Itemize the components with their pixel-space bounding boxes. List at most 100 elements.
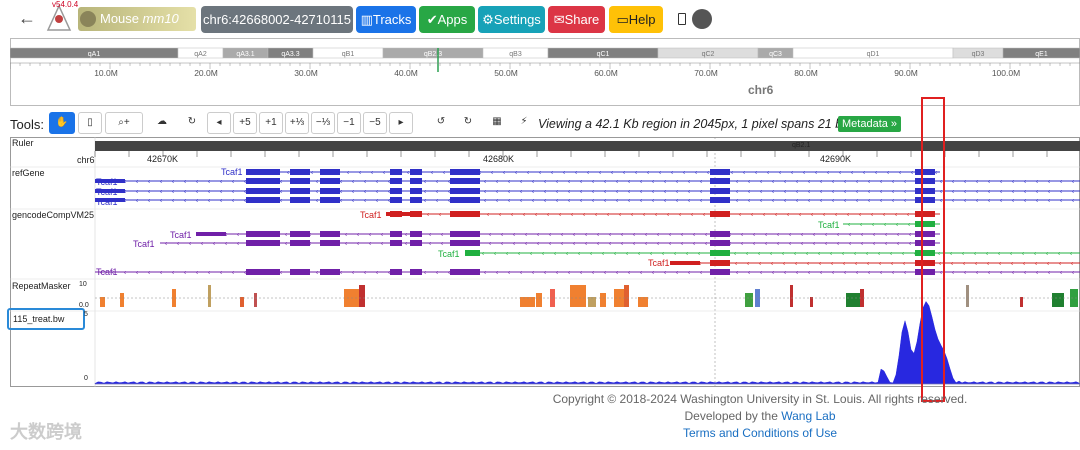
strand-arrow: ‹ <box>705 232 708 239</box>
strand-arrow: ‹ <box>316 270 319 277</box>
strand-arrow: ‹ <box>652 179 655 186</box>
strand-arrow: ‹ <box>189 241 192 248</box>
zoom-step-button[interactable]: +5 <box>233 112 257 134</box>
strand-arrow: ‹ <box>735 261 738 268</box>
settings-button[interactable]: ⚙Settings <box>478 6 545 33</box>
strand-arrow: ‹ <box>587 170 590 177</box>
screenshot-icon[interactable]: ▦ <box>487 112 507 134</box>
tracks-button[interactable]: ▥Tracks <box>356 6 416 33</box>
lightning-icon[interactable]: ⚡ <box>514 112 534 134</box>
zoom-step-button[interactable]: ◂ <box>207 112 231 134</box>
gene-exon <box>710 260 730 266</box>
strand-arrow: ‹ <box>592 189 595 196</box>
bigwig-track-label[interactable]: 115_treat.bw <box>7 308 85 330</box>
strand-arrow: ‹ <box>225 232 228 239</box>
gene-name-label[interactable]: Tcaf1 <box>96 197 118 207</box>
refresh-icon[interactable]: ↻ <box>180 112 204 134</box>
strand-arrow: ‹ <box>899 170 902 177</box>
gene-name-label[interactable]: Tcaf1 <box>438 249 460 259</box>
gene-name-label[interactable]: Tcaf1 <box>133 239 155 249</box>
ideogram-tick-label: 30.0M <box>294 68 318 78</box>
strand-arrow: ‹ <box>604 179 607 186</box>
strand-arrow: ‹ <box>652 270 655 277</box>
zoom-step-button[interactable]: −⅓ <box>311 112 335 134</box>
help-button[interactable]: ▭Help <box>609 6 663 33</box>
strand-arrow: ‹ <box>1060 270 1063 277</box>
strand-arrow: ‹ <box>741 241 744 248</box>
gene-name-label[interactable]: Tcaf1 <box>96 177 118 187</box>
undo-icon[interactable]: ↺ <box>431 112 451 134</box>
gene-name-label[interactable]: Tcaf1 <box>648 258 670 268</box>
strand-arrow: ‹ <box>662 251 665 258</box>
strand-arrow: ‹ <box>772 198 775 205</box>
strand-arrow: ‹ <box>439 212 442 219</box>
repeat-element <box>520 297 535 307</box>
strand-arrow: ‹ <box>736 198 739 205</box>
strand-arrow: ‹ <box>1058 251 1061 258</box>
drag-tool-button[interactable]: ✋ <box>49 112 75 134</box>
strand-arrow: ‹ <box>616 179 619 186</box>
strand-arrow: ‹ <box>664 270 667 277</box>
strand-arrow: ‹ <box>1060 198 1063 205</box>
gene-name-label[interactable]: Tcaf1 <box>221 167 243 177</box>
back-arrow-icon[interactable]: ← <box>18 8 36 28</box>
gene-name-label[interactable]: Tcaf1 <box>818 220 840 230</box>
zoom-step-button[interactable]: ▸ <box>389 112 413 134</box>
strand-arrow: ‹ <box>573 232 576 239</box>
gene-name-label[interactable]: Tcaf1 <box>96 267 118 277</box>
strand-arrow: ‹ <box>136 270 139 277</box>
strand-arrow: ‹ <box>835 212 838 219</box>
strand-arrow: ‹ <box>676 270 679 277</box>
strand-arrow: ‹ <box>1072 198 1075 205</box>
chromosome-ideogram: qA1 qA2 qA3.1 qA3.3 qB1 qB2.3 qB3 qC1 qC2 qC3 qD1 q… <box>10 47 1080 78</box>
strand-arrow: ‹ <box>868 189 871 196</box>
strand-arrow: ‹ <box>280 270 283 277</box>
apps-button[interactable]: ✔Apps <box>419 6 475 33</box>
terms-link[interactable]: Terms and Conditions of Use <box>682 426 838 440</box>
refgene-track-label[interactable]: refGene <box>12 168 45 178</box>
wang-lab-link[interactable]: Wang Lab <box>781 409 836 423</box>
gene-exon <box>450 211 480 217</box>
share-button[interactable]: ✉Share <box>548 6 605 33</box>
strand-arrow: ‹ <box>831 261 834 268</box>
redo-icon[interactable]: ↻ <box>458 112 478 134</box>
gene-name-label[interactable]: Tcaf1 <box>360 210 382 220</box>
repeatmasker-track-label[interactable]: RepeatMasker <box>12 281 71 291</box>
zoom-step-button[interactable]: −1 <box>337 112 361 134</box>
region-locus-box[interactable]: chr6:42668002-42710115 <box>201 6 353 33</box>
strand-arrow: ‹ <box>875 170 878 177</box>
gene-name-label[interactable]: Tcaf1 <box>170 230 192 240</box>
strand-arrow: ‹ <box>340 198 343 205</box>
strand-arrow: ‹ <box>429 232 432 239</box>
theme-toggle[interactable] <box>676 9 712 29</box>
zoom-tool-button[interactable]: ⌕+ <box>105 112 143 134</box>
zoom-step-button[interactable]: +⅓ <box>285 112 309 134</box>
repeat-element <box>254 293 257 307</box>
strand-arrow: ‹ <box>873 241 876 248</box>
gene-exon <box>915 269 935 275</box>
strand-arrow: ‹ <box>676 189 679 196</box>
metadata-button[interactable]: Metadata » <box>838 116 902 132</box>
strand-arrow: ‹ <box>628 189 631 196</box>
zoom-step-button[interactable]: −5 <box>363 112 387 134</box>
strand-arrow: ‹ <box>628 270 631 277</box>
strand-arrow: ‹ <box>1048 189 1051 196</box>
strand-arrow: ‹ <box>657 241 660 248</box>
strand-arrow: ‹ <box>640 189 643 196</box>
strand-arrow: ‹ <box>856 198 859 205</box>
ideogram-band-label: qA1 <box>88 51 101 58</box>
strand-arrow: ‹ <box>820 189 823 196</box>
strand-arrow: ‹ <box>1035 261 1038 268</box>
gencode-track-label[interactable]: gencodeCompVM25 <box>12 210 95 220</box>
strand-arrow: ‹ <box>863 170 866 177</box>
highlight-tool-icon[interactable]: ☁ <box>150 112 174 134</box>
strand-arrow: ‹ <box>244 189 247 196</box>
strand-arrow: ‹ <box>364 189 367 196</box>
reorder-tool-button[interactable]: ▯ <box>78 112 102 134</box>
strand-arrow: ‹ <box>638 251 641 258</box>
zoom-step-button[interactable]: +1 <box>259 112 283 134</box>
gene-exon <box>915 178 935 184</box>
gene-exon <box>390 197 402 203</box>
ideogram-tick-label: 90.0M <box>894 68 918 78</box>
gene-name-label[interactable]: Tcaf1 <box>96 187 118 197</box>
